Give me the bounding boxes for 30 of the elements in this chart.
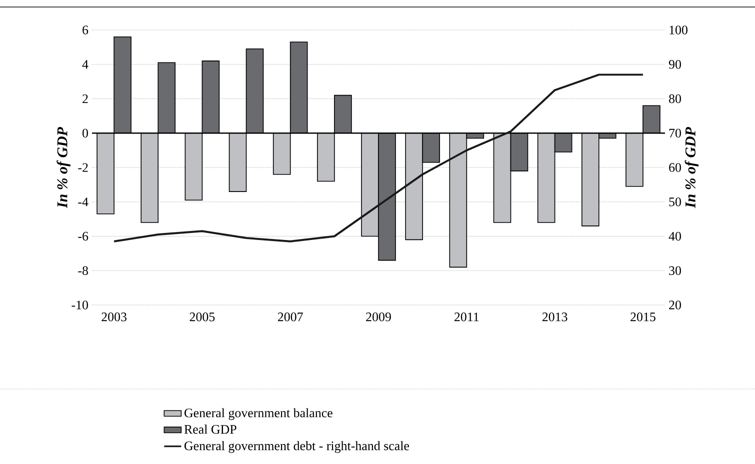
legend-label: General government balance: [184, 408, 332, 420]
y-tick-label: 4: [82, 60, 88, 69]
x-tick-label: 2009: [366, 312, 391, 322]
x-tick-label: 2013: [542, 312, 568, 322]
y2-tick-label: 30: [669, 266, 681, 275]
y2-tick-label: 40: [668, 232, 681, 241]
x-tick-label: 2005: [190, 312, 215, 322]
x-tick-label: 2015: [630, 312, 656, 322]
y2-tick-label: 80: [669, 94, 681, 104]
y2-tick-label: 50: [669, 198, 681, 206]
y2-tick-label: 20: [669, 300, 681, 310]
y-tick-label: -10: [72, 300, 88, 310]
x-tick-label: 2003: [102, 312, 126, 322]
y-tick-label: -4: [78, 198, 88, 206]
x-tick-label: 2011: [454, 312, 479, 322]
y2-tick-label: 90: [668, 60, 681, 69]
y2-tick-label: 60: [669, 163, 681, 172]
y-tick-label: 0: [82, 128, 88, 138]
y-tick-label: -8: [78, 266, 88, 275]
x-tick-label: 2007: [278, 312, 303, 322]
y-tick-label: -2: [78, 163, 88, 172]
y2-tick-label: 100: [670, 26, 688, 34]
legend-label: General government debt - right-hand scale: [184, 441, 410, 453]
y-axis-title: In % of GDP: [56, 126, 70, 208]
y-tick-label: -6: [78, 232, 88, 241]
y-tick-label: 6: [82, 26, 88, 34]
y-tick-label: 2: [82, 94, 88, 104]
legend-label: Real GDP: [184, 424, 236, 434]
y2-axis-title: In % of GDP: [684, 126, 699, 208]
y2-tick-label: 70: [669, 128, 681, 138]
